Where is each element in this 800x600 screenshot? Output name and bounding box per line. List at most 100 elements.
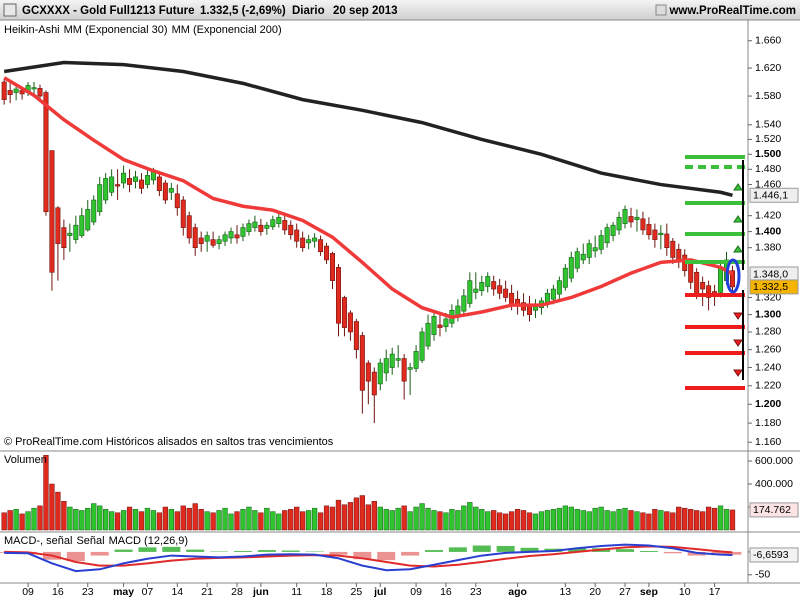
histogram-bar: [257, 550, 276, 552]
histogram-bar: [186, 549, 205, 552]
candle-body: [497, 285, 503, 294]
volume-bar: [729, 509, 736, 531]
candle-body: [706, 285, 712, 298]
candle-body: [437, 324, 443, 328]
volume-bar: [413, 506, 419, 531]
x-tick-label: 16: [52, 586, 64, 598]
volume-bar: [61, 501, 67, 531]
volume-bar: [79, 510, 85, 531]
panel-title: Volumen: [4, 454, 47, 466]
candle-body: [234, 234, 240, 239]
candle-body: [616, 216, 622, 231]
x-tick-label: 23: [470, 586, 482, 598]
window-icon[interactable]: [655, 4, 667, 16]
histogram-bar: [639, 551, 658, 552]
volume-bar: [473, 506, 479, 531]
x-tick-label: 13: [559, 586, 571, 598]
y-tick-label: 1.420: [755, 209, 781, 221]
volume-bar: [383, 509, 389, 531]
candle-body: [61, 227, 67, 248]
volume-bar: [97, 505, 103, 531]
histogram-bar: [496, 545, 515, 552]
candle-body: [121, 172, 127, 184]
candle-body: [228, 231, 234, 239]
volume-bar: [670, 512, 676, 531]
candle-body: [270, 219, 276, 228]
candle-body: [186, 215, 192, 239]
volume-bar: [264, 507, 270, 531]
y-tick-label: 1.620: [755, 62, 781, 74]
volume-bar: [108, 511, 115, 531]
x-tick-label: 16: [440, 586, 452, 598]
y-tick-label: 1.480: [755, 163, 781, 175]
volume-bar: [407, 511, 413, 531]
volume-bar: [305, 510, 312, 531]
candle-body: [49, 150, 55, 273]
y-tick-label: 1.220: [755, 380, 781, 392]
menu-icon[interactable]: [3, 3, 17, 17]
candle-body: [646, 224, 652, 236]
candle-body: [43, 92, 49, 213]
volume-bar: [311, 507, 318, 531]
histogram-bar: [711, 551, 730, 556]
volume-bar: [335, 499, 342, 531]
y-tick-label: 1.180: [755, 417, 781, 429]
volume-bar: [437, 511, 443, 531]
volume-bar: [216, 510, 222, 531]
volume-bar: [520, 510, 527, 531]
price-label: 1.446,1: [753, 190, 788, 202]
volume-bar: [604, 510, 610, 531]
volume-bar: [508, 511, 515, 531]
volume-bar: [240, 509, 246, 531]
volume-bar: [31, 507, 37, 531]
volume-bar: [156, 512, 163, 531]
volume-bar: [688, 509, 694, 531]
candle-body: [73, 224, 79, 240]
candle-body: [204, 235, 210, 242]
volume-bar: [126, 506, 133, 531]
candle-body: [568, 257, 574, 279]
x-tick-label: 07: [142, 586, 154, 598]
x-tick-label: 17: [709, 586, 721, 598]
histogram-bar: [424, 550, 443, 552]
candle-body: [198, 237, 204, 244]
symbol: GCXXXX - Gold Full1213 Future: [22, 5, 195, 17]
volume-bar: [144, 507, 151, 531]
y-tick-label: 1.520: [755, 133, 781, 145]
volume-bar: [192, 503, 198, 531]
volume-bar: [449, 509, 455, 531]
volume-bar: [514, 509, 521, 531]
histogram-bar: [66, 551, 85, 562]
panel-frames: [0, 19, 800, 584]
candle-body: [330, 253, 336, 281]
histogram-bar: [723, 551, 742, 555]
candle-body: [192, 227, 198, 248]
volume-bar: [282, 510, 288, 531]
volume-bar: [138, 511, 145, 531]
volume-bar: [294, 506, 300, 531]
volume-bar: [485, 511, 491, 531]
volume-bar: [43, 455, 49, 531]
candle-body: [312, 237, 318, 242]
volume-bar: [19, 513, 25, 531]
candle-body: [115, 184, 121, 187]
candle-body: [503, 288, 509, 298]
volume-bar: [532, 513, 539, 531]
candle-body: [174, 193, 180, 209]
candle-body: [443, 318, 449, 328]
histogram-bar: [114, 549, 133, 552]
candle-body: [258, 224, 264, 232]
legend-entry: Heikin-Ashi: [4, 24, 60, 36]
volume-bar: [103, 509, 109, 531]
candle-body: [335, 267, 341, 324]
volume-bar: [359, 495, 366, 531]
x-tick-label: jun: [252, 586, 269, 598]
volume-bar: [85, 507, 91, 531]
candle-body: [425, 322, 431, 347]
y-tick-label: 1.660: [755, 35, 781, 47]
volume-bar: [300, 511, 306, 531]
x-tick-label: 27: [619, 586, 631, 598]
volume-bar: [365, 504, 371, 531]
volume-bar: [25, 511, 31, 531]
